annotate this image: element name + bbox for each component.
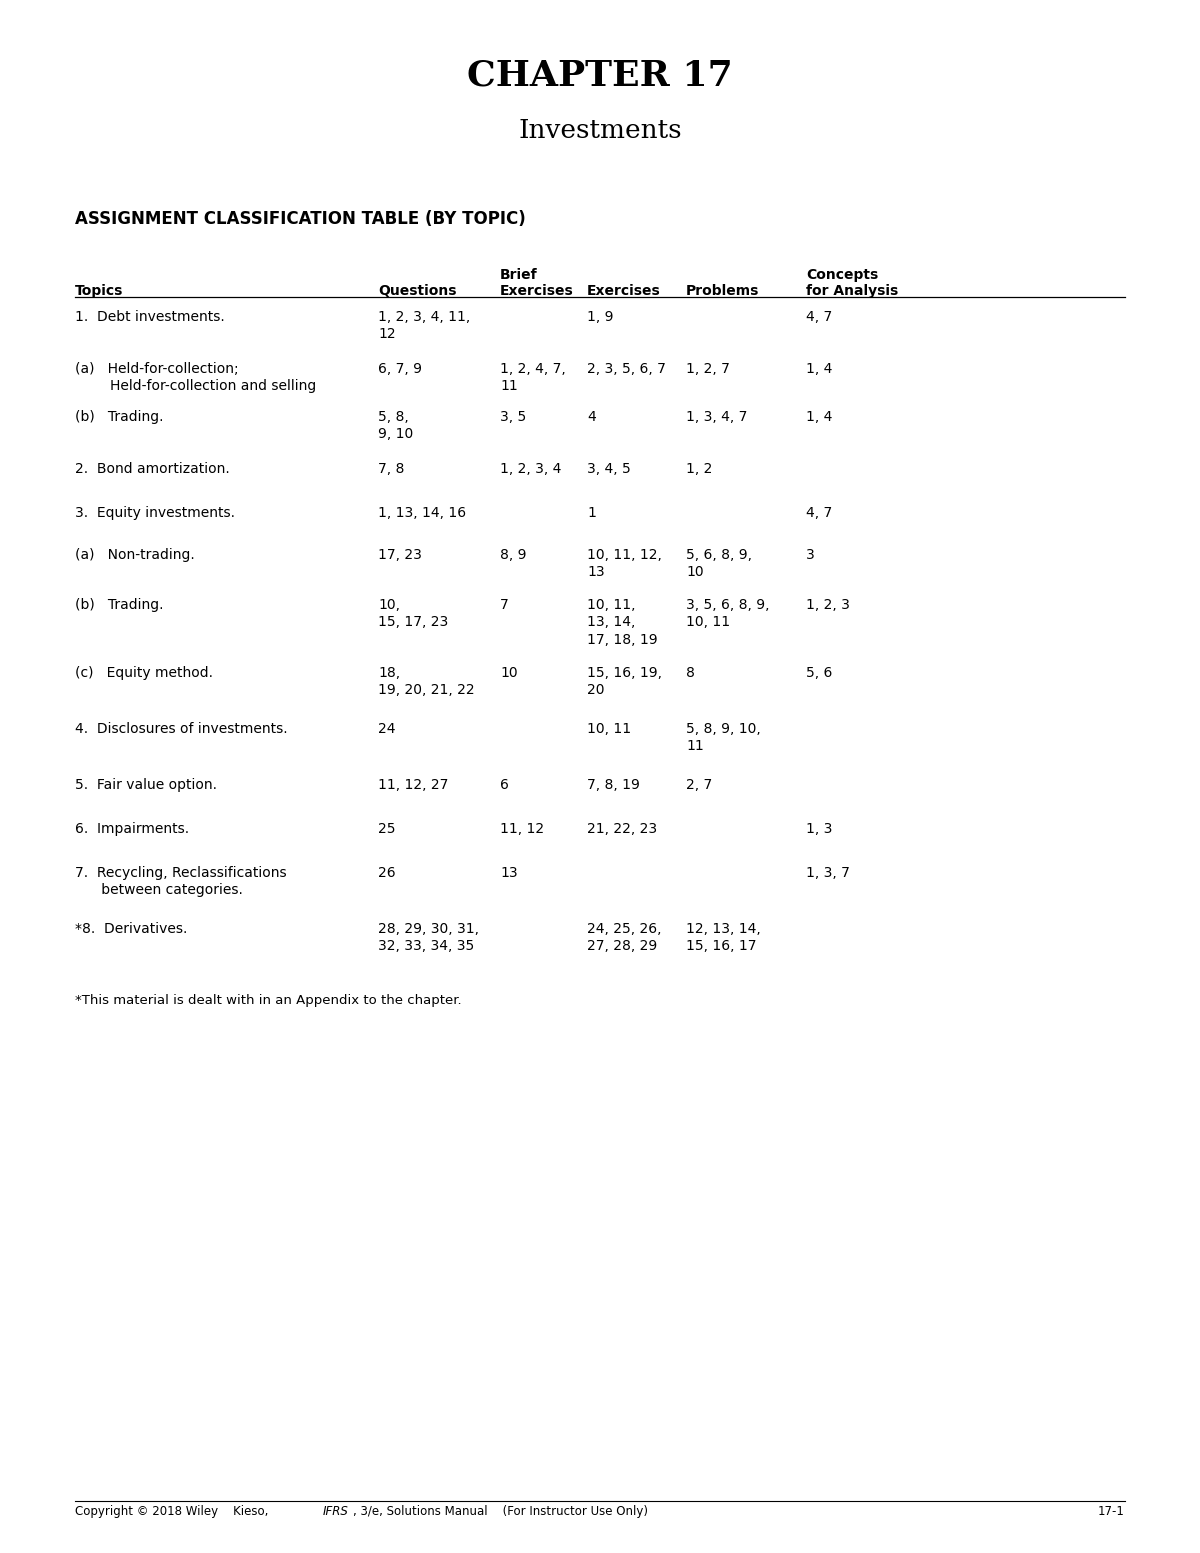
Text: 11, 12, 27: 11, 12, 27 — [378, 778, 449, 792]
Text: 7, 8: 7, 8 — [378, 461, 404, 477]
Text: 26: 26 — [378, 867, 396, 881]
Text: (c)   Equity method.: (c) Equity method. — [74, 666, 214, 680]
Text: 4: 4 — [587, 410, 595, 424]
Text: 7.  Recycling, Reclassifications
      between categories.: 7. Recycling, Reclassifications between … — [74, 867, 287, 898]
Text: 13: 13 — [500, 867, 517, 881]
Text: for Analysis: for Analysis — [806, 284, 899, 298]
Text: 4, 7: 4, 7 — [806, 506, 833, 520]
Text: Copyright © 2018 Wiley    Kieso,: Copyright © 2018 Wiley Kieso, — [74, 1505, 272, 1517]
Text: 1, 2, 4, 7,
11: 1, 2, 4, 7, 11 — [500, 362, 565, 393]
Text: 1, 3, 4, 7: 1, 3, 4, 7 — [686, 410, 748, 424]
Text: 6.  Impairments.: 6. Impairments. — [74, 822, 190, 836]
Text: 10: 10 — [500, 666, 517, 680]
Text: 1, 2, 3, 4, 11,
12: 1, 2, 3, 4, 11, 12 — [378, 311, 470, 342]
Text: *This material is dealt with in an Appendix to the chapter.: *This material is dealt with in an Appen… — [74, 994, 462, 1006]
Text: 2, 7: 2, 7 — [686, 778, 713, 792]
Text: Exercises: Exercises — [587, 284, 661, 298]
Text: 25: 25 — [378, 822, 396, 836]
Text: *8.  Derivatives.: *8. Derivatives. — [74, 922, 187, 936]
Text: 10, 11,
13, 14,
17, 18, 19: 10, 11, 13, 14, 17, 18, 19 — [587, 598, 658, 646]
Text: 24, 25, 26,
27, 28, 29: 24, 25, 26, 27, 28, 29 — [587, 922, 661, 954]
Text: 1, 2: 1, 2 — [686, 461, 713, 477]
Text: Exercises: Exercises — [500, 284, 574, 298]
Text: 1, 2, 3, 4: 1, 2, 3, 4 — [500, 461, 562, 477]
Text: 11, 12: 11, 12 — [500, 822, 544, 836]
Text: 1, 13, 14, 16: 1, 13, 14, 16 — [378, 506, 466, 520]
Text: (b)   Trading.: (b) Trading. — [74, 598, 163, 612]
Text: 1: 1 — [587, 506, 596, 520]
Text: Concepts: Concepts — [806, 269, 878, 283]
Text: 5, 8, 9, 10,
11: 5, 8, 9, 10, 11 — [686, 722, 761, 753]
Text: 5, 6, 8, 9,
10: 5, 6, 8, 9, 10 — [686, 548, 752, 579]
Text: Questions: Questions — [378, 284, 456, 298]
Text: 1, 3, 7: 1, 3, 7 — [806, 867, 850, 881]
Text: 28, 29, 30, 31,
32, 33, 34, 35: 28, 29, 30, 31, 32, 33, 34, 35 — [378, 922, 479, 954]
Text: 8: 8 — [686, 666, 695, 680]
Text: (a)   Non-trading.: (a) Non-trading. — [74, 548, 194, 562]
Text: 21, 22, 23: 21, 22, 23 — [587, 822, 658, 836]
Text: 1, 2, 7: 1, 2, 7 — [686, 362, 730, 376]
Text: 4, 7: 4, 7 — [806, 311, 833, 325]
Text: 1, 4: 1, 4 — [806, 410, 833, 424]
Text: 1, 4: 1, 4 — [806, 362, 833, 376]
Text: 24: 24 — [378, 722, 396, 736]
Text: 2, 3, 5, 6, 7: 2, 3, 5, 6, 7 — [587, 362, 666, 376]
Text: (b)   Trading.: (b) Trading. — [74, 410, 163, 424]
Text: , 3/e, Solutions Manual    (For Instructor Use Only): , 3/e, Solutions Manual (For Instructor … — [353, 1505, 648, 1517]
Text: 15, 16, 19,
20: 15, 16, 19, 20 — [587, 666, 662, 697]
Text: Problems: Problems — [686, 284, 760, 298]
Text: CHAPTER 17: CHAPTER 17 — [467, 57, 733, 92]
Text: 10, 11, 12,
13: 10, 11, 12, 13 — [587, 548, 662, 579]
Text: 1, 3: 1, 3 — [806, 822, 833, 836]
Text: 2.  Bond amortization.: 2. Bond amortization. — [74, 461, 229, 477]
Text: 5, 6: 5, 6 — [806, 666, 833, 680]
Text: 3, 5: 3, 5 — [500, 410, 527, 424]
Text: 3.  Equity investments.: 3. Equity investments. — [74, 506, 235, 520]
Text: 4.  Disclosures of investments.: 4. Disclosures of investments. — [74, 722, 288, 736]
Text: 10, 11: 10, 11 — [587, 722, 631, 736]
Text: 7, 8, 19: 7, 8, 19 — [587, 778, 640, 792]
Text: 5.  Fair value option.: 5. Fair value option. — [74, 778, 217, 792]
Text: 1.  Debt investments.: 1. Debt investments. — [74, 311, 224, 325]
Text: 1, 9: 1, 9 — [587, 311, 613, 325]
Text: 10,
15, 17, 23: 10, 15, 17, 23 — [378, 598, 449, 629]
Text: 17, 23: 17, 23 — [378, 548, 422, 562]
Text: 18,
19, 20, 21, 22: 18, 19, 20, 21, 22 — [378, 666, 475, 697]
Text: 3: 3 — [806, 548, 815, 562]
Text: 3, 5, 6, 8, 9,
10, 11: 3, 5, 6, 8, 9, 10, 11 — [686, 598, 769, 629]
Text: 8, 9: 8, 9 — [500, 548, 527, 562]
Text: Topics: Topics — [74, 284, 124, 298]
Text: 6, 7, 9: 6, 7, 9 — [378, 362, 422, 376]
Text: 6: 6 — [500, 778, 509, 792]
Text: 17-1: 17-1 — [1098, 1505, 1126, 1517]
Text: Brief: Brief — [500, 269, 538, 283]
Text: 5, 8,
9, 10: 5, 8, 9, 10 — [378, 410, 413, 441]
Text: 12, 13, 14,
15, 16, 17: 12, 13, 14, 15, 16, 17 — [686, 922, 761, 954]
Text: Investments: Investments — [518, 118, 682, 143]
Text: 3, 4, 5: 3, 4, 5 — [587, 461, 631, 477]
Text: 7: 7 — [500, 598, 509, 612]
Text: ASSIGNMENT CLASSIFICATION TABLE (BY TOPIC): ASSIGNMENT CLASSIFICATION TABLE (BY TOPI… — [74, 210, 526, 228]
Text: (a)   Held-for-collection;
        Held-for-collection and selling: (a) Held-for-collection; Held-for-collec… — [74, 362, 317, 393]
Text: IFRS: IFRS — [323, 1505, 349, 1517]
Text: 1, 2, 3: 1, 2, 3 — [806, 598, 850, 612]
